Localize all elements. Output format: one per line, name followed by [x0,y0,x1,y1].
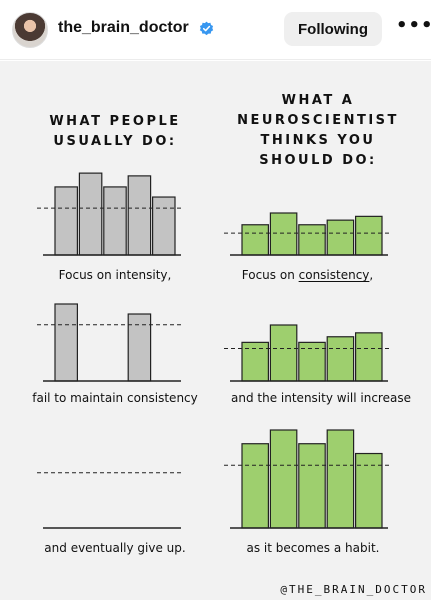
more-options-icon[interactable]: ••• [396,15,431,36]
bar [355,452,383,529]
bar [241,224,269,256]
consistency-underlined: consistency [298,268,370,282]
post-header: the_brain_doctor Following ••• [0,0,431,60]
caption-focus-consistency: Focus on consistency, [241,268,374,282]
post-image: WHAT PEOPLE USUALLY DO: WHAT A NEUROSCIE… [0,61,431,600]
bar [127,313,152,382]
caption-give-up: and eventually give up. [44,541,186,555]
increasing-intensity-chart [224,324,390,382]
bar [151,196,176,256]
username[interactable]: the_brain_doctor [58,19,189,36]
bar [241,443,269,529]
bar [54,303,78,382]
right-column-title: WHAT A NEUROSCIENTIST THINKS YOU SHOULD … [237,93,399,168]
avatar[interactable] [12,12,48,48]
bar [269,212,298,256]
caption-fail-consistency: fail to maintain consistency [32,391,198,405]
bar [269,429,298,529]
bar [54,186,78,256]
following-button[interactable]: Following [284,12,382,46]
bar [298,224,326,256]
caption-habit: as it becomes a habit. [246,541,380,555]
bar [298,443,326,529]
left-column-title: WHAT PEOPLE USUALLY DO: [49,114,181,149]
watermark: @THE_BRAIN_DOCTOR [280,583,427,596]
inconsistency-chart [37,303,183,382]
bar [326,429,355,529]
caption-focus-intensity: Focus on intensity, [58,268,172,282]
bar [355,215,383,256]
bar [355,332,383,382]
bar [326,219,355,256]
bar [78,172,103,256]
bar [326,336,355,382]
bar [103,186,127,256]
consistency-chart [224,212,390,256]
intensity-chart [37,172,183,256]
give-up-chart [37,472,183,529]
bar [127,175,152,256]
verified-badge-icon [199,21,214,36]
bar [269,324,298,382]
habit-chart [224,429,390,529]
caption-intensity-increase: and the intensity will increase [231,391,411,405]
